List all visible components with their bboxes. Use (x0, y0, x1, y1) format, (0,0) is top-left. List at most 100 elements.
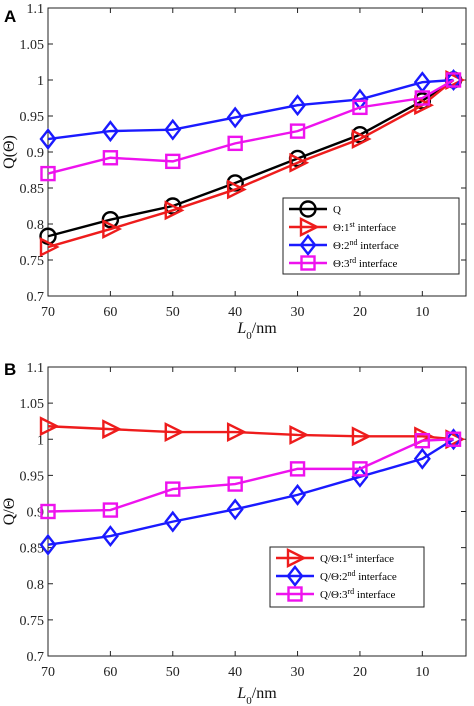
panel-label: B (4, 360, 16, 379)
y-tick-label: 1.1 (27, 2, 45, 17)
data-point (445, 428, 463, 451)
legend-box (282, 197, 460, 275)
x-axis-label: L0/nm (236, 320, 277, 342)
data-point (40, 165, 56, 182)
data-point (102, 419, 123, 440)
data-point (351, 465, 369, 488)
data-point (414, 432, 431, 449)
data-point (289, 94, 307, 117)
data-point (164, 200, 185, 221)
x-tick-label: 60 (103, 305, 117, 320)
data-point (445, 69, 463, 91)
data-point (227, 135, 243, 152)
x-tick-label: 20 (353, 305, 367, 320)
legend: Q/Θ:1st interface Q/Θ:2nd interface Q/Θ:3r… (269, 546, 425, 608)
data-point (289, 123, 306, 139)
y-tick-label: 0.85 (20, 182, 45, 197)
x-tick-label: 30 (291, 665, 305, 680)
series-line-4 (47, 78, 455, 175)
data-point (352, 99, 368, 116)
legend-marker (286, 565, 304, 587)
data-point (445, 72, 462, 88)
y-tick-label: 0.8 (27, 578, 45, 593)
data-point (102, 150, 119, 166)
legend-label: Q (333, 204, 341, 216)
x-axis-label: L0/nm (236, 685, 277, 706)
series-line-2 (47, 438, 455, 546)
data-point (164, 510, 182, 533)
data-point (226, 498, 244, 521)
data-point (352, 461, 368, 477)
legend-label: Q/Θ:2nd interface (320, 569, 397, 584)
data-point (226, 106, 244, 129)
y-tick-label: 0.95 (20, 110, 45, 125)
data-point (414, 90, 431, 106)
x-tick-label: 40 (228, 665, 242, 680)
data-point (289, 152, 310, 173)
data-point (226, 422, 247, 442)
legend-marker (299, 200, 317, 218)
data-point (413, 447, 431, 470)
data-point (39, 416, 60, 437)
series-line-3 (47, 78, 454, 141)
legend-label: Θ:1st interface (333, 220, 396, 235)
data-point (39, 533, 57, 556)
y-tick-label: 0.75 (20, 254, 45, 269)
x-tick-label: 20 (353, 665, 367, 680)
x-tick-label: 50 (166, 665, 180, 680)
y-tick-label: 0.95 (20, 469, 45, 484)
x-tick-label: 30 (291, 305, 305, 320)
legend-marker (299, 234, 317, 256)
data-point (101, 525, 119, 548)
data-point (102, 219, 123, 239)
y-axis-label: Q/Θ (1, 498, 18, 526)
data-point (289, 483, 307, 506)
legend-marker (287, 586, 303, 602)
y-tick-label: 0.85 (20, 542, 45, 557)
legend-label: Θ:2nd interface (333, 238, 399, 253)
data-point (289, 461, 306, 477)
series-line-3 (47, 438, 454, 513)
series-line-2 (47, 79, 455, 249)
y-tick-label: 1.05 (20, 397, 45, 412)
legend-label: Q/Θ:3rd interface (320, 587, 396, 602)
y-tick-label: 1.1 (27, 361, 45, 376)
y-tick-label: 0.75 (20, 614, 45, 629)
data-point (102, 502, 119, 518)
data-point (445, 431, 462, 447)
data-point (39, 237, 60, 257)
legend: Q Θ:1st interface Θ:2nd interface Θ:3rd int… (282, 197, 460, 275)
data-point (101, 120, 119, 143)
panel-label: A (4, 7, 16, 26)
y-tick-label: 1.05 (20, 38, 45, 53)
data-point (351, 426, 372, 447)
legend-label: Θ:3rd interface (333, 256, 398, 271)
data-point (351, 129, 372, 149)
y-tick-label: 0.7 (27, 650, 45, 665)
chart-panel-A: A 0.7 0.75 0.8 0.85 0.9 0.95 1 1.05 1.1 70 60 50 40 30… (1, 2, 467, 342)
data-point (165, 481, 181, 497)
data-point (289, 424, 310, 445)
y-tick-label: 1 (37, 433, 44, 448)
y-tick-label: 1 (37, 74, 44, 89)
data-point (164, 422, 185, 442)
data-point (226, 179, 247, 200)
x-tick-label: 60 (103, 665, 117, 680)
data-point (39, 128, 57, 150)
legend-marker (300, 255, 316, 271)
data-point (227, 476, 243, 492)
legend-marker (299, 217, 320, 237)
x-tick-label: 40 (228, 305, 242, 320)
data-point (164, 118, 182, 141)
y-tick-label: 0.8 (27, 218, 45, 233)
data-point (165, 153, 181, 170)
series-line-1 (47, 425, 454, 441)
x-tick-label: 10 (415, 665, 429, 680)
series-line-1 (47, 79, 455, 238)
x-tick-label: 10 (415, 305, 429, 320)
chart-panel-B: B 0.7 0.75 0.8 0.85 0.9 0.95 1 1.05 1.1 70 60 50 40 30… (1, 360, 467, 706)
y-tick-label: 0.7 (27, 290, 45, 305)
x-tick-label: 70 (41, 665, 55, 680)
legend-label: Q/Θ:1st interface (320, 551, 394, 566)
